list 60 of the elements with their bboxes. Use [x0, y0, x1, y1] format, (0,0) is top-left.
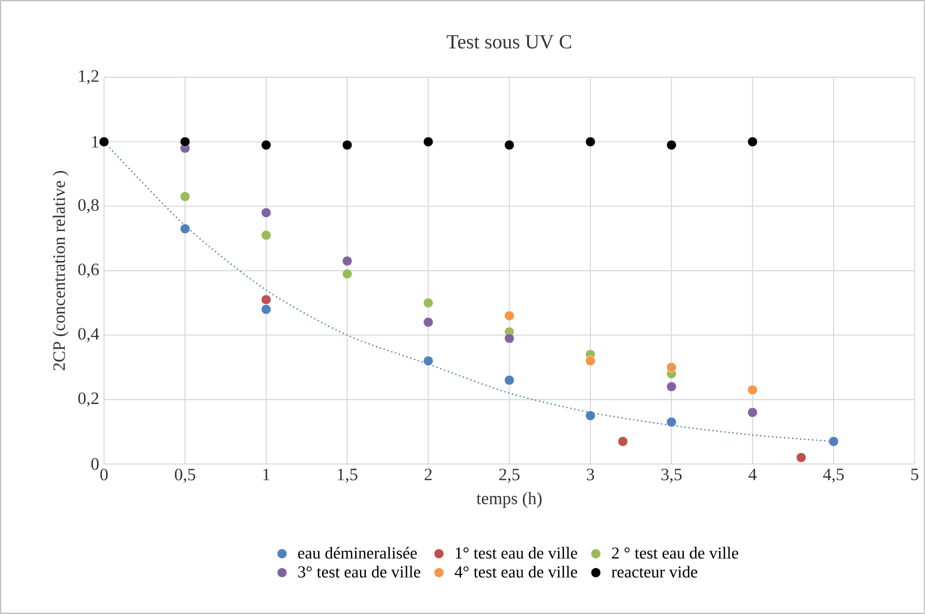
x-tick-label: 5: [911, 468, 918, 480]
point: [180, 224, 190, 234]
y-tick-label: 0,2: [78, 392, 98, 407]
point: [796, 452, 806, 463]
point: [585, 136, 596, 147]
point: [423, 317, 434, 328]
point: [342, 256, 352, 266]
point: [261, 208, 272, 218]
legend-label: 4° test eau de ville: [454, 566, 578, 578]
point: [261, 140, 272, 150]
x-tick-label: 1: [263, 468, 270, 480]
point: [748, 136, 758, 147]
point: [423, 136, 434, 147]
point: [504, 140, 514, 150]
y-tick-label: 1,2: [79, 70, 98, 84]
point: [748, 384, 758, 395]
point: [618, 436, 628, 446]
y-tick-label: 0,8: [78, 199, 99, 214]
y-axis-title: 2CP (concentration relative ): [52, 171, 68, 370]
point: [180, 192, 190, 202]
x-tick-label: 3: [586, 468, 594, 480]
x-tick-label: 4: [748, 468, 757, 480]
x-tick-label: 1,5: [338, 468, 358, 483]
legend-label: eau démineralisée: [298, 546, 417, 559]
legend-label: 2 ° test eau de ville: [612, 546, 738, 559]
point: [261, 294, 272, 305]
point: [423, 356, 434, 366]
point: [99, 136, 110, 147]
x-tick-label: 0,5: [174, 468, 196, 483]
x-axis-title: temps (h): [476, 492, 542, 508]
legend-label: 1° test eau de ville: [456, 546, 578, 559]
legend-label: 3° test eau de ville: [298, 566, 420, 578]
x-tick-label: 3,5: [661, 468, 682, 483]
point: [666, 140, 676, 150]
x-tick-label: 0: [100, 468, 108, 480]
x-tick-label: 2,5: [499, 468, 520, 483]
point: [342, 140, 352, 150]
point: [666, 382, 676, 392]
point: [423, 298, 434, 308]
point: [342, 268, 352, 279]
point: [504, 333, 514, 344]
point: [504, 310, 514, 321]
point: [748, 407, 758, 418]
y-tick-label: 1: [92, 136, 98, 148]
y-tick-label: 0,4: [78, 328, 100, 342]
point: [828, 436, 839, 446]
point: [180, 136, 190, 147]
chart-title: Test sous UV C: [446, 35, 572, 49]
point: [261, 230, 272, 240]
x-tick-label: 4,5: [823, 468, 844, 483]
y-tick-label: 0,6: [78, 264, 99, 278]
point: [585, 410, 596, 421]
point: [666, 362, 676, 372]
point: [261, 304, 272, 314]
point: [585, 356, 596, 366]
x-tick-label: 2: [424, 468, 432, 480]
legend-label: reacteur vide: [612, 566, 698, 578]
point: [504, 375, 514, 386]
point: [666, 417, 676, 428]
y-tick-label: 0: [91, 458, 99, 470]
